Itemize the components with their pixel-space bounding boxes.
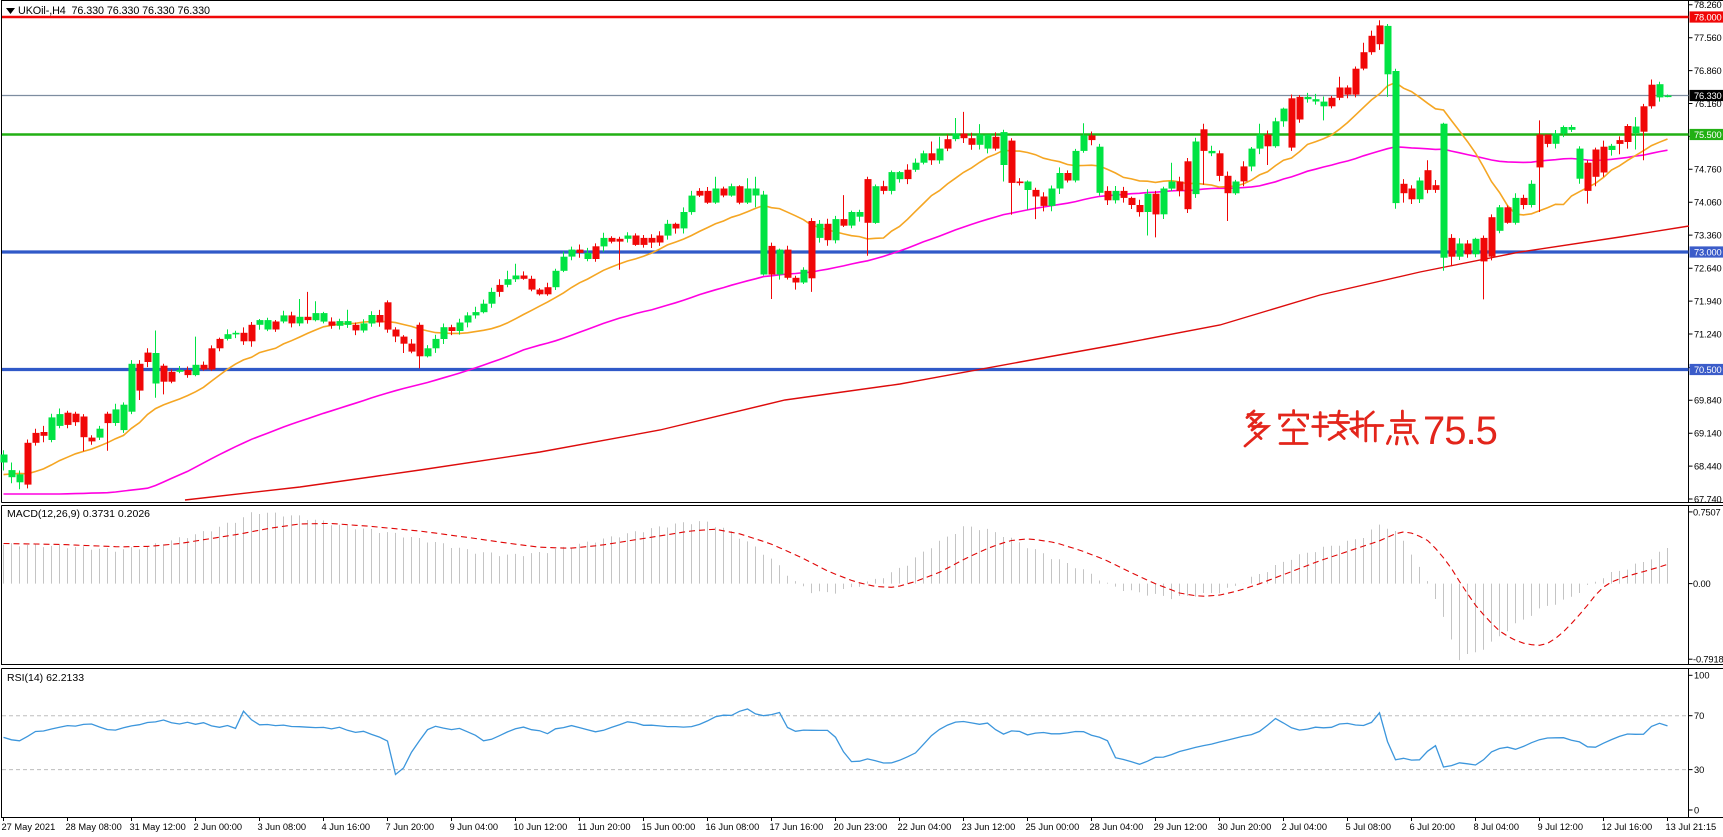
svg-text:20 Jun 23:00: 20 Jun 23:00 bbox=[834, 822, 888, 832]
svg-text:70.500: 70.500 bbox=[1694, 365, 1722, 375]
svg-text:RSI(14) 62.2133: RSI(14) 62.2133 bbox=[7, 672, 84, 684]
svg-text:78.000: 78.000 bbox=[1694, 13, 1722, 23]
svg-text:22 Jun 04:00: 22 Jun 04:00 bbox=[898, 822, 952, 832]
svg-text:0: 0 bbox=[1694, 805, 1699, 815]
svg-text:69.140: 69.140 bbox=[1694, 429, 1722, 439]
svg-text:15 Jun 00:00: 15 Jun 00:00 bbox=[642, 822, 696, 832]
svg-text:4 Jun 16:00: 4 Jun 16:00 bbox=[322, 822, 371, 832]
svg-text:73.000: 73.000 bbox=[1694, 248, 1722, 258]
svg-text:100: 100 bbox=[1694, 671, 1710, 681]
svg-text:30: 30 bbox=[1694, 765, 1704, 775]
svg-text:-0.7918: -0.7918 bbox=[1693, 655, 1723, 665]
svg-text:16 Jun 08:00: 16 Jun 08:00 bbox=[706, 822, 760, 832]
svg-text:8 Jul 04:00: 8 Jul 04:00 bbox=[1474, 822, 1520, 832]
svg-text:6 Jul 20:00: 6 Jul 20:00 bbox=[1410, 822, 1456, 832]
svg-text:0.7507: 0.7507 bbox=[1693, 507, 1721, 517]
svg-text:31 May 12:00: 31 May 12:00 bbox=[130, 822, 186, 832]
svg-text:76.860: 76.860 bbox=[1694, 66, 1722, 76]
svg-text:2 Jun 00:00: 2 Jun 00:00 bbox=[194, 822, 243, 832]
svg-text:5 Jul 08:00: 5 Jul 08:00 bbox=[1346, 822, 1392, 832]
svg-text:76.160: 76.160 bbox=[1694, 99, 1722, 109]
svg-text:25 Jun 00:00: 25 Jun 00:00 bbox=[1026, 822, 1080, 832]
svg-text:70: 70 bbox=[1694, 711, 1704, 721]
svg-text:78.260: 78.260 bbox=[1694, 0, 1722, 10]
svg-text:29 Jun 12:00: 29 Jun 12:00 bbox=[1154, 822, 1208, 832]
svg-text:71.240: 71.240 bbox=[1694, 329, 1722, 339]
svg-text:10 Jun 12:00: 10 Jun 12:00 bbox=[514, 822, 568, 832]
svg-text:28 May 08:00: 28 May 08:00 bbox=[66, 822, 122, 832]
svg-text:69.840: 69.840 bbox=[1694, 396, 1722, 406]
svg-text:75.500: 75.500 bbox=[1694, 130, 1722, 140]
svg-text:74.760: 74.760 bbox=[1694, 165, 1722, 175]
svg-text:7 Jun 20:00: 7 Jun 20:00 bbox=[386, 822, 435, 832]
svg-text:13 Jul 21:15: 13 Jul 21:15 bbox=[1666, 822, 1717, 832]
svg-text:11 Jun 20:00: 11 Jun 20:00 bbox=[578, 822, 631, 832]
svg-text:74.060: 74.060 bbox=[1694, 198, 1722, 208]
svg-text:27 May 2021: 27 May 2021 bbox=[2, 822, 56, 832]
svg-text:67.740: 67.740 bbox=[1694, 494, 1722, 504]
svg-text:12 Jul 16:00: 12 Jul 16:00 bbox=[1602, 822, 1653, 832]
svg-text:73.360: 73.360 bbox=[1694, 231, 1722, 241]
svg-text:30 Jun 20:00: 30 Jun 20:00 bbox=[1218, 822, 1272, 832]
svg-text:3 Jun 08:00: 3 Jun 08:00 bbox=[258, 822, 307, 832]
svg-text:76.330: 76.330 bbox=[1694, 91, 1722, 101]
svg-text:77.560: 77.560 bbox=[1694, 33, 1722, 43]
svg-text:75.5: 75.5 bbox=[1423, 409, 1497, 453]
svg-text:72.640: 72.640 bbox=[1694, 264, 1722, 274]
svg-text:28 Jun 04:00: 28 Jun 04:00 bbox=[1090, 822, 1144, 832]
svg-text:9 Jun 04:00: 9 Jun 04:00 bbox=[450, 822, 499, 832]
svg-text:UKOil-,H4 76.330 76.330 76.33: UKOil-,H4 76.330 76.330 76.330 76.330 bbox=[18, 5, 210, 17]
svg-text:0.00: 0.00 bbox=[1693, 579, 1711, 589]
svg-text:9 Jul 12:00: 9 Jul 12:00 bbox=[1538, 822, 1584, 832]
svg-text:71.940: 71.940 bbox=[1694, 297, 1722, 307]
svg-text:17 Jun 16:00: 17 Jun 16:00 bbox=[770, 822, 824, 832]
svg-text:23 Jun 12:00: 23 Jun 12:00 bbox=[962, 822, 1016, 832]
svg-text:MACD(12,26,9) 0.3731 0.2026: MACD(12,26,9) 0.3731 0.2026 bbox=[7, 508, 150, 520]
svg-text:68.440: 68.440 bbox=[1694, 462, 1722, 472]
svg-text:2 Jul 04:00: 2 Jul 04:00 bbox=[1282, 822, 1328, 832]
